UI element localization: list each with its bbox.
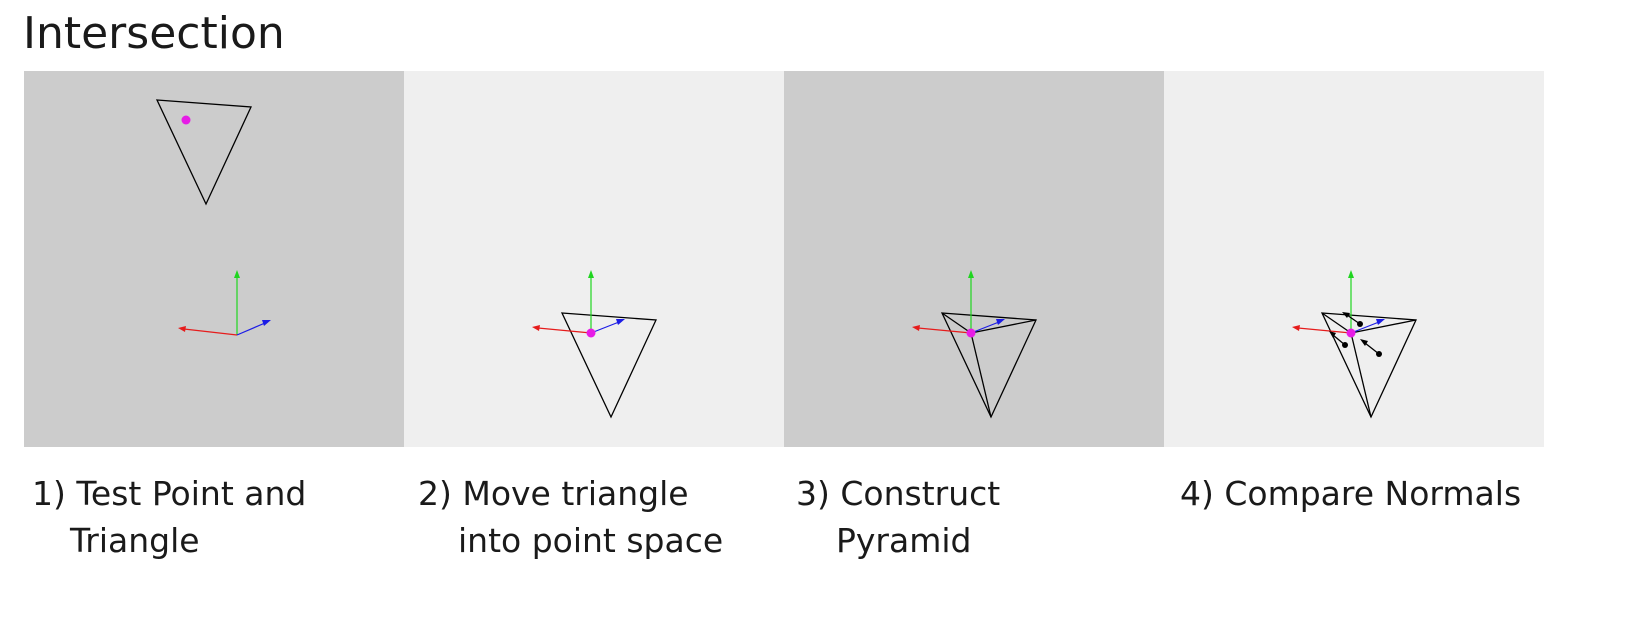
axis-z	[970, 321, 1000, 334]
test-point	[181, 115, 191, 125]
caption-3: 3) Construct Pyramid	[796, 470, 1000, 564]
axis-z	[590, 321, 620, 334]
axis-z	[236, 322, 266, 336]
triangle	[560, 312, 657, 419]
normal-origin	[1376, 351, 1382, 357]
test-point	[966, 328, 976, 338]
caption-3-line2: Pyramid	[836, 521, 972, 560]
pyramid-edge	[941, 312, 972, 334]
axis-z-arrowhead	[262, 320, 271, 326]
pyramid-edge	[1350, 332, 1372, 418]
panel-2	[404, 71, 784, 447]
normal-arrowhead	[1342, 312, 1350, 318]
axis-x	[1297, 327, 1352, 334]
axis-z	[1350, 321, 1380, 334]
axis-x-arrowhead	[532, 325, 540, 331]
page-title: Intersection	[23, 8, 285, 59]
pyramid-edge	[970, 319, 1037, 334]
axis-z-arrowhead	[616, 319, 625, 325]
axis-y-arrowhead	[968, 270, 974, 278]
axis-y-arrowhead	[234, 270, 240, 278]
caption-2-line2: into point space	[458, 521, 724, 560]
axis-x	[537, 327, 592, 334]
triangle	[155, 99, 252, 206]
caption-3-line1: 3) Construct	[796, 474, 1001, 513]
normal-origin	[1342, 342, 1348, 348]
panel-2-diagram	[532, 270, 657, 419]
pyramid-edge	[970, 332, 992, 418]
caption-2-line1: 2) Move triangle	[418, 474, 689, 513]
pyramid-edge	[1350, 319, 1417, 334]
axis-x	[917, 327, 972, 334]
panel-4	[1164, 71, 1544, 447]
caption-2: 2) Move triangle into point space	[418, 470, 723, 564]
axis-z-arrowhead	[1376, 319, 1385, 325]
test-point	[586, 328, 596, 338]
axis-x	[183, 328, 238, 336]
axis-x-arrowhead	[912, 325, 920, 331]
axis-x-arrowhead	[178, 326, 186, 332]
caption-1-line1: 1) Test Point and	[32, 474, 307, 513]
caption-4: 4) Compare Normals	[1180, 470, 1521, 517]
axis-y-arrowhead	[1348, 270, 1354, 278]
caption-1: 1) Test Point and Triangle	[32, 470, 306, 564]
test-point	[1346, 328, 1356, 338]
triangle	[940, 312, 1037, 419]
panel-4-diagram	[1292, 270, 1417, 419]
panel-1-diagram	[155, 99, 271, 336]
axis-y-arrowhead	[588, 270, 594, 278]
panel-1	[24, 71, 404, 447]
triangle	[1320, 312, 1417, 419]
caption-4-line1: 4) Compare Normals	[1180, 474, 1522, 513]
panel-3	[784, 71, 1164, 447]
pyramid-edge	[1321, 312, 1352, 334]
normal-arrowhead	[1360, 339, 1368, 346]
caption-1-line2: Triangle	[70, 521, 200, 560]
normal-origin	[1357, 321, 1363, 327]
normal-arrowhead	[1329, 331, 1336, 338]
axis-x-arrowhead	[1292, 325, 1300, 331]
axis-z-arrowhead	[996, 319, 1005, 325]
panel-3-diagram	[912, 270, 1037, 419]
